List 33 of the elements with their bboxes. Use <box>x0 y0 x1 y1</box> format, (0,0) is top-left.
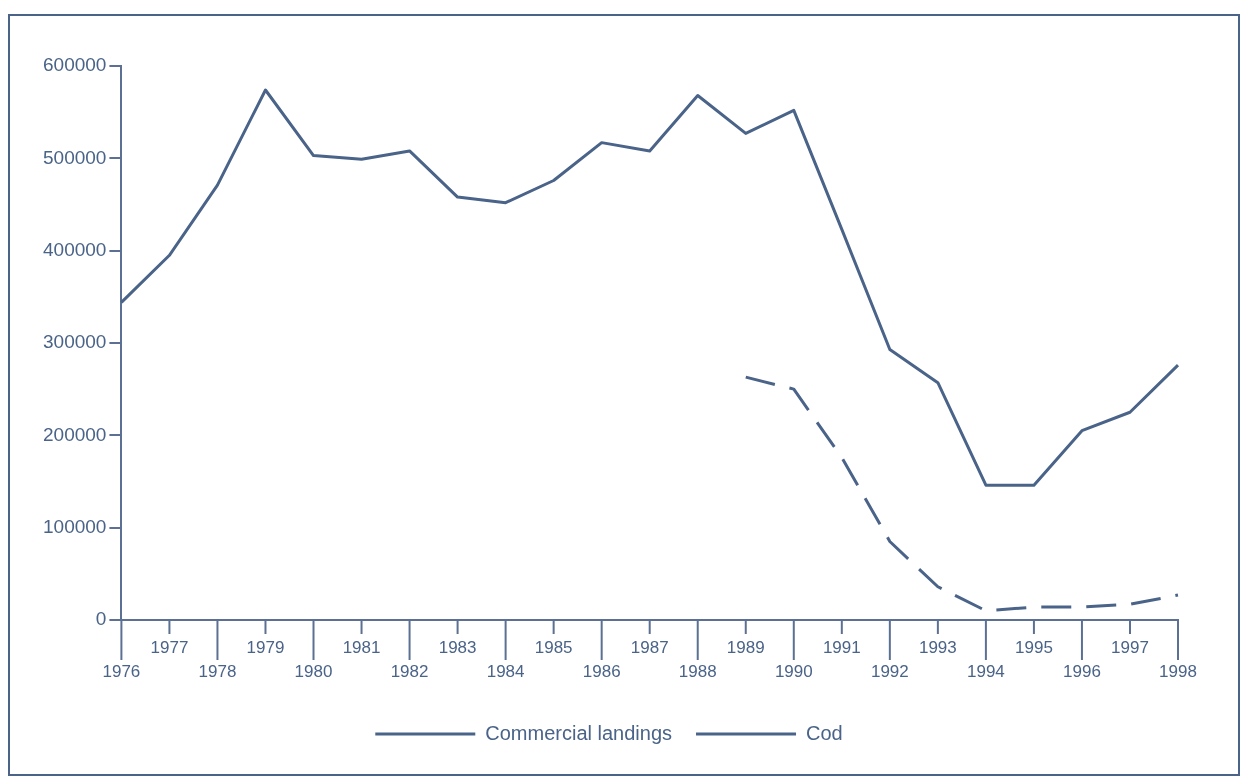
x-tick-label: 1989 <box>726 638 765 658</box>
y-tick-label: 500000 <box>43 146 107 168</box>
line-series <box>744 375 1180 613</box>
x-tick-label: 1995 <box>1015 638 1053 658</box>
legend-label: Cod <box>806 721 843 744</box>
y-tick-label: 300000 <box>43 331 107 353</box>
x-tick-label: 1985 <box>534 638 573 658</box>
x-tick-label: 1991 <box>822 638 861 658</box>
y-tick-label: 0 <box>95 608 107 630</box>
x-tick-label: 1977 <box>150 638 189 658</box>
x-tick-label: 1994 <box>966 662 1005 682</box>
x-tick-label: 1992 <box>870 662 909 682</box>
x-tick-label: 1983 <box>438 638 477 658</box>
x-tick-label: 1987 <box>630 638 669 658</box>
y-tick-label: 400000 <box>43 238 107 260</box>
x-tick-label: 1997 <box>1111 638 1149 658</box>
x-tick-label: 1984 <box>486 662 525 682</box>
x-tick-label: 1979 <box>246 638 285 658</box>
x-tick-label: 1998 <box>1159 662 1197 682</box>
y-tick-label: 200000 <box>43 423 107 445</box>
x-tick-label: 1990 <box>774 662 813 682</box>
x-tick-label: 1986 <box>582 662 621 682</box>
x-tick-label: 1980 <box>294 662 333 682</box>
y-tick-label: 100000 <box>43 515 107 537</box>
x-tick-label: 1988 <box>678 662 717 682</box>
x-tick-label: 1996 <box>1063 662 1101 682</box>
y-tick-label: 600000 <box>43 54 107 76</box>
x-tick-label: 1981 <box>342 638 381 658</box>
legend-label: Commercial landings <box>485 721 673 744</box>
x-tick-label: 1993 <box>918 638 957 658</box>
x-tick-label: 1982 <box>390 662 429 682</box>
x-tick-label: 1976 <box>102 662 141 682</box>
x-tick-label: 1978 <box>198 662 237 682</box>
